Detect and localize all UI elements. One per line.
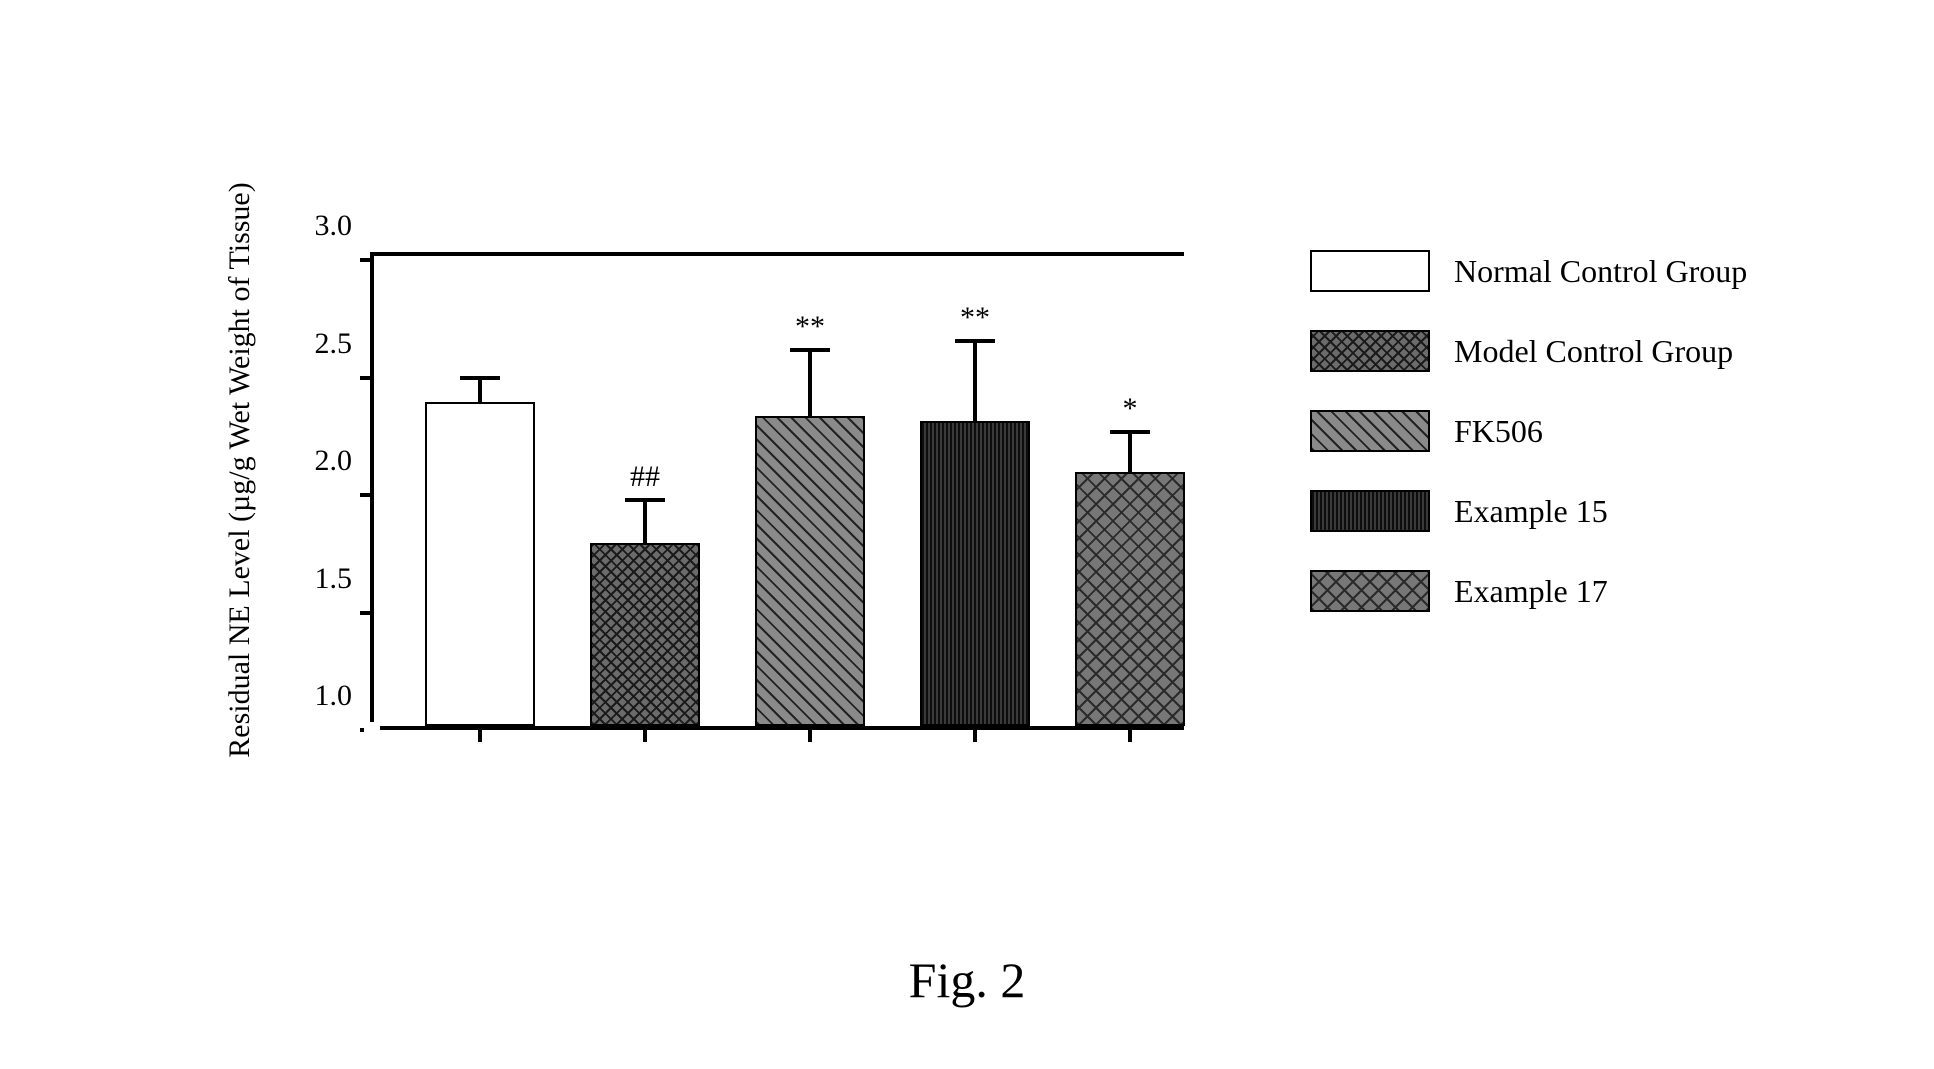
bar-rect [1075, 472, 1185, 726]
legend-item-fk506: FK506 [1310, 410, 1870, 452]
legend-item-model-control: Model Control Group [1310, 330, 1870, 372]
x-tick [478, 728, 482, 742]
y-tick-label: 2.5 [192, 327, 352, 361]
error-bar-stem [1128, 432, 1132, 472]
error-bar-stem [643, 500, 647, 542]
chart-region: Residual NE Level (µg/g Wet Weight of Ti… [180, 150, 1200, 790]
legend-item-normal-control: Normal Control Group [1310, 250, 1870, 292]
error-bar-stem [478, 378, 482, 402]
bar-example-17: * [1075, 352, 1185, 726]
legend-swatch [1310, 330, 1430, 372]
error-bar-stem [808, 350, 812, 416]
legend-label: Normal Control Group [1454, 253, 1747, 290]
error-bar-cap [1110, 430, 1150, 434]
bar-rect [590, 543, 700, 726]
error-bar-stem [973, 341, 977, 421]
significance-label: ## [630, 460, 660, 494]
y-tick-label: 3.0 [192, 209, 352, 243]
legend-label: FK506 [1454, 413, 1543, 450]
y-tick-label: 1.5 [192, 562, 352, 596]
figure-caption: Fig. 2 [0, 951, 1934, 1009]
y-axis-break [364, 722, 380, 736]
bar-rect [755, 416, 865, 726]
significance-label: * [1123, 392, 1138, 426]
legend-item-example-15: Example 15 [1310, 490, 1870, 532]
bar-example-15: ** [920, 301, 1030, 727]
legend-swatch [1310, 570, 1430, 612]
significance-label: ** [960, 301, 990, 335]
x-tick [643, 728, 647, 742]
bar-rect [425, 402, 535, 726]
y-tick-label: 2.0 [192, 444, 352, 478]
legend-swatch [1310, 250, 1430, 292]
error-bar-cap [460, 376, 500, 380]
legend-swatch [1310, 490, 1430, 532]
x-tick [1128, 728, 1132, 742]
bar-rect [920, 421, 1030, 727]
significance-label: ** [795, 310, 825, 344]
error-bar-cap [625, 498, 665, 502]
legend: Normal Control Group Model Control Group F… [1310, 250, 1870, 650]
error-bar-cap [790, 348, 830, 352]
legend-label: Example 15 [1454, 493, 1608, 530]
x-tick [973, 728, 977, 742]
y-tick-label: 1.0 [192, 679, 352, 713]
figure-canvas: Residual NE Level (µg/g Wet Weight of Ti… [0, 0, 1934, 1069]
bar-model-control: ## [590, 423, 700, 726]
error-bar-cap [955, 339, 995, 343]
legend-label: Model Control Group [1454, 333, 1733, 370]
bar-fk506: ** [755, 296, 865, 726]
legend-item-example-17: Example 17 [1310, 570, 1870, 612]
bar-normal-control [425, 282, 535, 726]
legend-swatch [1310, 410, 1430, 452]
legend-label: Example 17 [1454, 573, 1608, 610]
x-tick [808, 728, 812, 742]
